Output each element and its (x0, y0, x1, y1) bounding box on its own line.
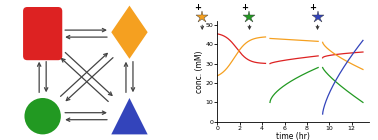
Text: +: + (242, 3, 248, 12)
X-axis label: time (hr): time (hr) (276, 132, 310, 140)
Polygon shape (111, 6, 148, 59)
Text: +: + (194, 3, 201, 12)
Text: +: + (310, 3, 316, 12)
FancyBboxPatch shape (23, 7, 62, 60)
Y-axis label: conc. (mM): conc. (mM) (195, 50, 204, 93)
Polygon shape (111, 98, 148, 134)
Circle shape (25, 98, 61, 134)
